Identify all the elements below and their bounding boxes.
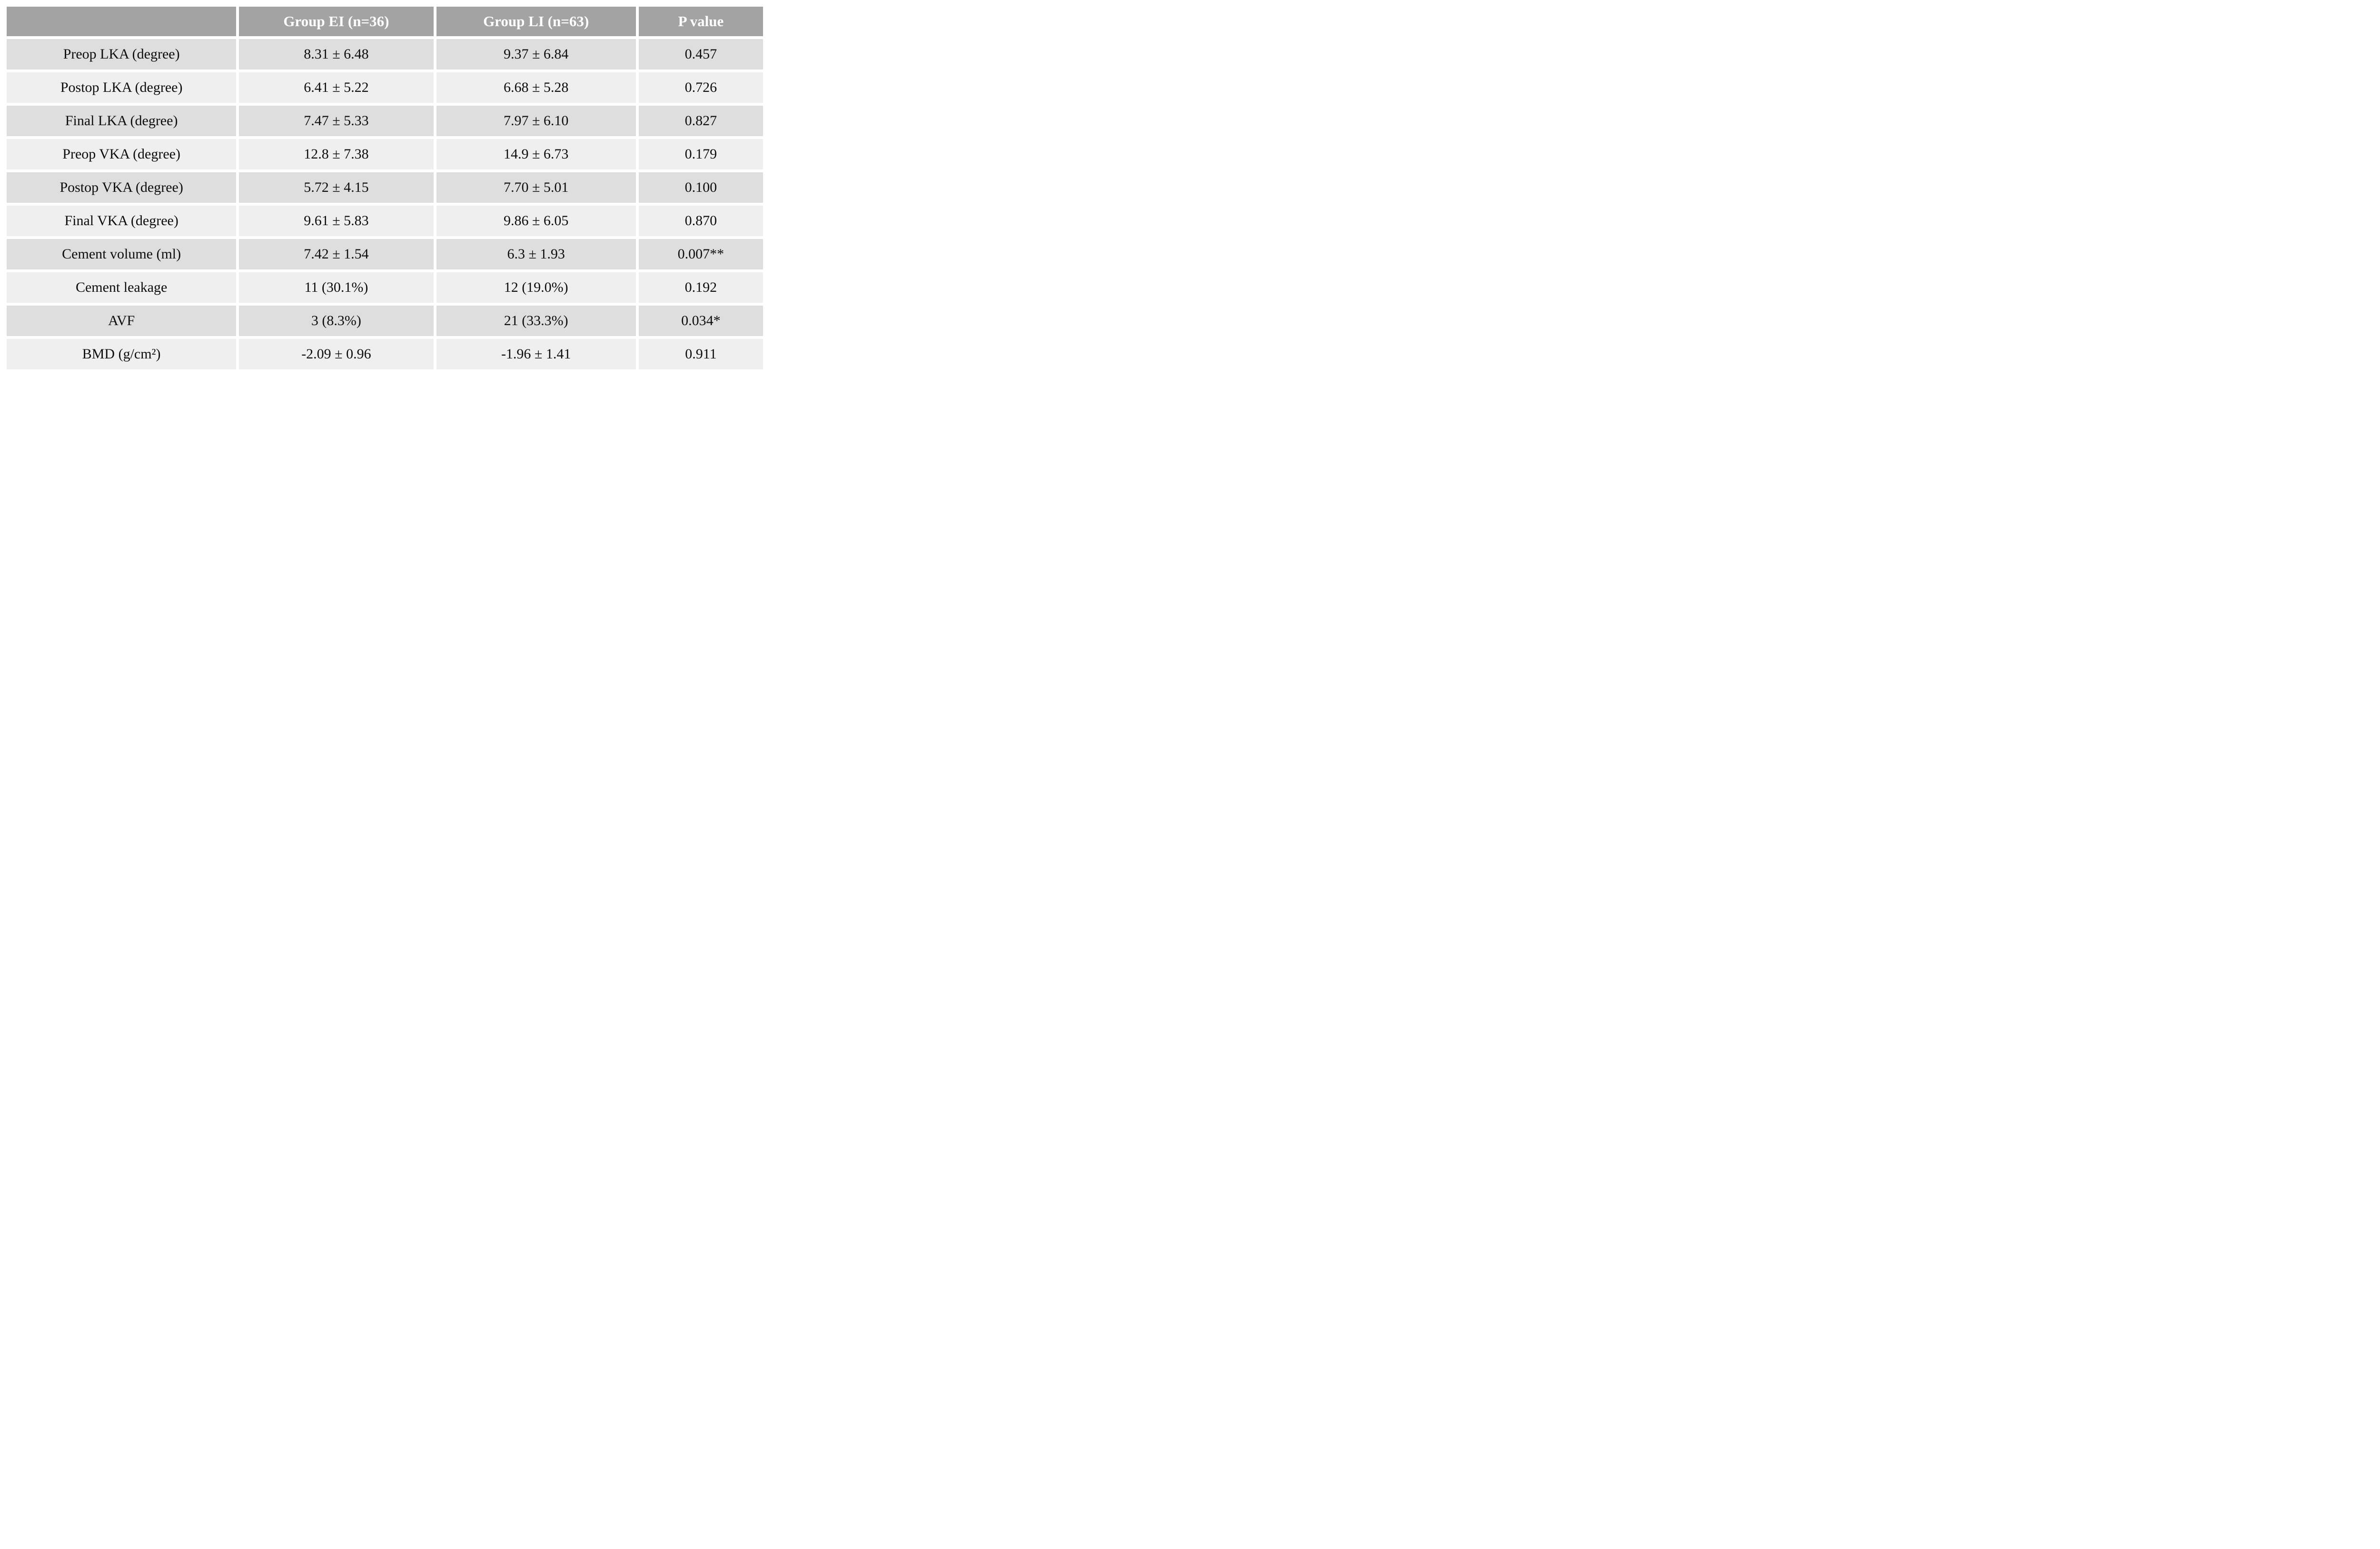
- row-label-cell: Cement volume (ml): [7, 239, 237, 269]
- value-cell-p: 0.911: [638, 339, 763, 369]
- row-label-cell: Final LKA (degree): [7, 106, 237, 136]
- table-row: Preop VKA (degree) 12.8 ± 7.38 14.9 ± 6.…: [7, 139, 763, 169]
- row-label-cell: BMD (g/cm²): [7, 339, 237, 369]
- table-row: BMD (g/cm²) -2.09 ± 0.96 -1.96 ± 1.41 0.…: [7, 339, 763, 369]
- value-cell-group-li: 12 (19.0%): [436, 272, 636, 303]
- row-label-cell: Preop VKA (degree): [7, 139, 237, 169]
- row-label-cell: Postop LKA (degree): [7, 72, 237, 103]
- row-label-cell: Postop VKA (degree): [7, 172, 237, 203]
- row-label-cell: Final VKA (degree): [7, 206, 237, 236]
- value-cell-group-ei: 7.47 ± 5.33: [239, 106, 434, 136]
- value-cell-p: 0.007**: [638, 239, 763, 269]
- value-cell-group-li: 21 (33.3%): [436, 306, 636, 336]
- value-cell-group-ei: 12.8 ± 7.38: [239, 139, 434, 169]
- value-cell-group-ei: 5.72 ± 4.15: [239, 172, 434, 203]
- value-cell-group-ei: 3 (8.3%): [239, 306, 434, 336]
- value-cell-group-li: 14.9 ± 6.73: [436, 139, 636, 169]
- table-row: Postop LKA (degree) 6.41 ± 5.22 6.68 ± 5…: [7, 72, 763, 103]
- value-cell-group-li: 6.3 ± 1.93: [436, 239, 636, 269]
- column-header-empty: [7, 7, 237, 36]
- value-cell-group-ei: 6.41 ± 5.22: [239, 72, 434, 103]
- table-row: Cement leakage 11 (30.1%) 12 (19.0%) 0.1…: [7, 272, 763, 303]
- value-cell-group-li: 7.97 ± 6.10: [436, 106, 636, 136]
- table-container: Group EI (n=36) Group LI (n=63) P value …: [0, 0, 770, 376]
- table-row: Postop VKA (degree) 5.72 ± 4.15 7.70 ± 5…: [7, 172, 763, 203]
- column-header-p-value: P value: [638, 7, 763, 36]
- value-cell-group-li: 9.86 ± 6.05: [436, 206, 636, 236]
- value-cell-group-ei: -2.09 ± 0.96: [239, 339, 434, 369]
- value-cell-group-li: 9.37 ± 6.84: [436, 39, 636, 70]
- value-cell-group-li: 7.70 ± 5.01: [436, 172, 636, 203]
- group-comparison-table: Group EI (n=36) Group LI (n=63) P value …: [4, 4, 766, 372]
- value-cell-group-ei: 9.61 ± 5.83: [239, 206, 434, 236]
- column-header-group-ei: Group EI (n=36): [239, 7, 434, 36]
- table-row: Final LKA (degree) 7.47 ± 5.33 7.97 ± 6.…: [7, 106, 763, 136]
- value-cell-p: 0.179: [638, 139, 763, 169]
- value-cell-group-li: -1.96 ± 1.41: [436, 339, 636, 369]
- value-cell-group-ei: 11 (30.1%): [239, 272, 434, 303]
- table-row: Cement volume (ml) 7.42 ± 1.54 6.3 ± 1.9…: [7, 239, 763, 269]
- row-label-cell: Preop LKA (degree): [7, 39, 237, 70]
- row-label-cell: AVF: [7, 306, 237, 336]
- table-row: Preop LKA (degree) 8.31 ± 6.48 9.37 ± 6.…: [7, 39, 763, 70]
- value-cell-p: 0.457: [638, 39, 763, 70]
- row-label-cell: Cement leakage: [7, 272, 237, 303]
- value-cell-p: 0.870: [638, 206, 763, 236]
- table-row: AVF 3 (8.3%) 21 (33.3%) 0.034*: [7, 306, 763, 336]
- table-row: Final VKA (degree) 9.61 ± 5.83 9.86 ± 6.…: [7, 206, 763, 236]
- column-header-group-li: Group LI (n=63): [436, 7, 636, 36]
- value-cell-group-ei: 7.42 ± 1.54: [239, 239, 434, 269]
- value-cell-p: 0.100: [638, 172, 763, 203]
- table-header-row: Group EI (n=36) Group LI (n=63) P value: [7, 7, 763, 36]
- value-cell-p: 0.034*: [638, 306, 763, 336]
- value-cell-p: 0.827: [638, 106, 763, 136]
- value-cell-group-ei: 8.31 ± 6.48: [239, 39, 434, 70]
- value-cell-p: 0.726: [638, 72, 763, 103]
- value-cell-p: 0.192: [638, 272, 763, 303]
- value-cell-group-li: 6.68 ± 5.28: [436, 72, 636, 103]
